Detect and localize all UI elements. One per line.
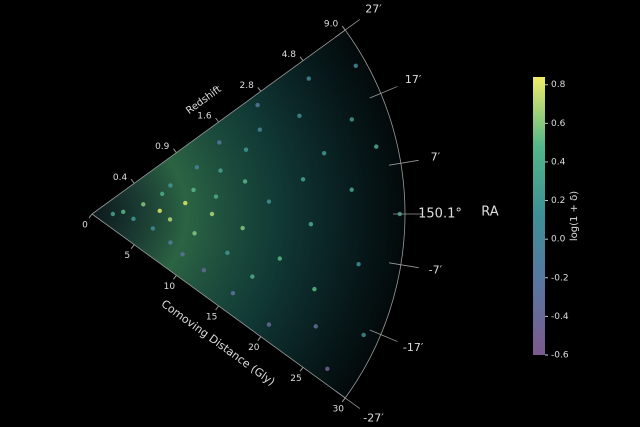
galaxy-point bbox=[308, 221, 314, 227]
colorbar-tick-label: 0.0 bbox=[551, 235, 566, 245]
redshift-tick bbox=[173, 148, 177, 153]
galaxy-point bbox=[209, 211, 215, 217]
angle-tick bbox=[388, 159, 419, 166]
colorbar-tick-label: 0.8 bbox=[551, 80, 566, 90]
x-tick-label: 5 bbox=[124, 251, 130, 261]
galaxy-point bbox=[242, 179, 248, 184]
galaxy-point bbox=[325, 366, 330, 371]
x-tick bbox=[299, 367, 304, 372]
galaxy-point bbox=[361, 332, 366, 338]
galaxy-point bbox=[131, 216, 136, 222]
galaxy-point bbox=[266, 322, 272, 327]
galaxy-point bbox=[240, 225, 245, 231]
x-tick-label: 0 bbox=[82, 221, 88, 231]
x-tick bbox=[341, 397, 346, 403]
angle-tick-label: 150.1° bbox=[418, 207, 462, 222]
x-tick-label: 15 bbox=[206, 312, 217, 322]
redshift-tick bbox=[299, 56, 304, 61]
galaxy-point bbox=[277, 256, 283, 261]
redshift-tick-label: 9.0 bbox=[324, 20, 339, 30]
galaxy-point bbox=[297, 113, 302, 118]
angle-tick-label: 17′ bbox=[405, 73, 422, 86]
galaxy-point bbox=[250, 274, 255, 279]
galaxy-point bbox=[192, 231, 197, 236]
colorbar-tick-label: 0.2 bbox=[551, 196, 565, 206]
galaxy-point bbox=[349, 117, 355, 122]
galaxy-point bbox=[121, 209, 126, 215]
galaxy-point bbox=[194, 165, 200, 170]
galaxy-point bbox=[306, 76, 311, 81]
colorbar-label: log(1 + δ) bbox=[569, 191, 580, 241]
angle-tick bbox=[335, 390, 361, 409]
x-tick-label: 25 bbox=[290, 374, 301, 384]
galaxy-point bbox=[141, 202, 146, 207]
angle-tick-label: 27′ bbox=[365, 2, 382, 15]
galaxy-point bbox=[321, 151, 327, 156]
galaxy-point bbox=[167, 217, 173, 222]
galaxy-point bbox=[353, 63, 358, 68]
redshift-tick bbox=[130, 179, 135, 184]
colorbar-tick-label: -0.6 bbox=[551, 351, 569, 361]
colorbar-tick-label: -0.4 bbox=[551, 312, 569, 322]
galaxy-point bbox=[191, 187, 196, 193]
galaxy-point bbox=[217, 140, 222, 145]
x-tick bbox=[215, 305, 220, 311]
angle-tick bbox=[369, 86, 398, 99]
redshift-tick bbox=[341, 25, 346, 31]
angle-tick-label: -27′ bbox=[363, 412, 384, 425]
galaxy-point bbox=[257, 127, 263, 132]
galaxy-point bbox=[150, 226, 156, 231]
colorbar-tick-label: 0.4 bbox=[551, 157, 566, 167]
galaxy-point bbox=[313, 324, 318, 329]
colorbar bbox=[533, 77, 545, 355]
galaxy-point bbox=[356, 262, 361, 267]
x-tick bbox=[257, 336, 262, 341]
galaxy-point bbox=[312, 286, 317, 292]
colorbar-tick-label: -0.2 bbox=[551, 273, 569, 283]
galaxy-point bbox=[157, 208, 162, 214]
galaxy-point bbox=[180, 252, 185, 257]
angle-tick-label: 7′ bbox=[431, 151, 441, 164]
angle-tick-label: -17′ bbox=[403, 341, 424, 354]
galaxy-point bbox=[168, 183, 173, 188]
redshift-tick-label: 4.8 bbox=[282, 50, 297, 60]
angle-tick bbox=[388, 262, 419, 269]
galaxy-point bbox=[374, 144, 379, 149]
x-tick bbox=[130, 244, 135, 249]
x-tick-label: 20 bbox=[248, 343, 260, 353]
galaxy-point bbox=[218, 168, 223, 173]
angle-tick bbox=[335, 19, 361, 38]
angle-tick bbox=[369, 329, 398, 342]
galaxy-point bbox=[225, 250, 230, 256]
galaxy-point bbox=[213, 194, 219, 199]
x-tick bbox=[173, 275, 177, 280]
redshift-tick bbox=[257, 87, 262, 92]
galaxy-point bbox=[110, 211, 116, 217]
redshift-tick-label: 2.8 bbox=[239, 81, 254, 91]
redshift-tick bbox=[215, 117, 220, 123]
galaxy-point bbox=[300, 177, 306, 182]
x-tick-label: 10 bbox=[164, 282, 176, 292]
x-tick bbox=[88, 213, 93, 219]
redshift-tick-label: 0.9 bbox=[155, 142, 170, 152]
galaxy-point bbox=[266, 199, 272, 204]
colorbar-tick-label: 0.6 bbox=[551, 119, 566, 129]
redshift-tick-label: 0.4 bbox=[113, 173, 128, 183]
galaxy-point bbox=[243, 147, 249, 152]
galaxy-point bbox=[201, 267, 207, 273]
galaxy-point bbox=[349, 187, 354, 192]
galaxy-point bbox=[230, 291, 236, 296]
density-glow bbox=[92, 30, 405, 398]
galaxy-point bbox=[255, 102, 260, 108]
redshift-tick-label: 1.6 bbox=[197, 112, 212, 122]
x-tick-label: 30 bbox=[332, 404, 344, 414]
angle-title: RA bbox=[481, 205, 499, 220]
galaxy-point bbox=[160, 191, 165, 197]
angle-tick-label: -7′ bbox=[429, 263, 443, 276]
galaxy-point bbox=[183, 200, 188, 206]
galaxy-point bbox=[168, 240, 173, 245]
